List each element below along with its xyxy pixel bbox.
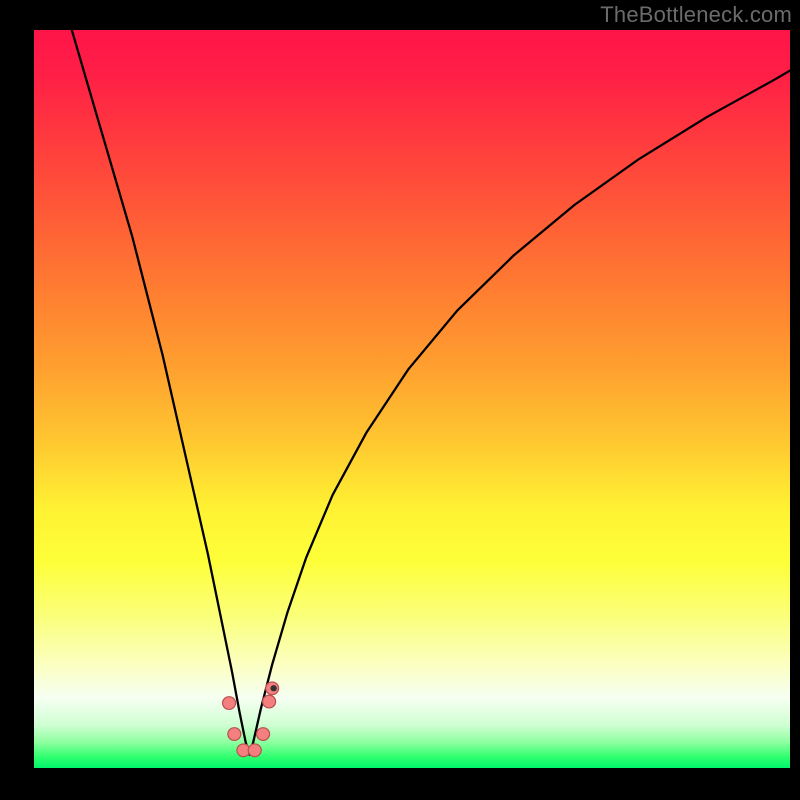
plot-svg xyxy=(34,30,790,768)
plot-area xyxy=(34,30,790,768)
dark-marker xyxy=(270,685,276,691)
watermark-text: TheBottleneck.com xyxy=(600,2,792,28)
gradient-background xyxy=(34,30,790,768)
cusp-marker xyxy=(248,744,261,757)
cusp-marker xyxy=(257,728,270,741)
cusp-marker xyxy=(223,697,236,710)
cusp-marker xyxy=(228,728,241,741)
cusp-marker xyxy=(263,695,276,708)
chart-frame: TheBottleneck.com xyxy=(0,0,800,800)
